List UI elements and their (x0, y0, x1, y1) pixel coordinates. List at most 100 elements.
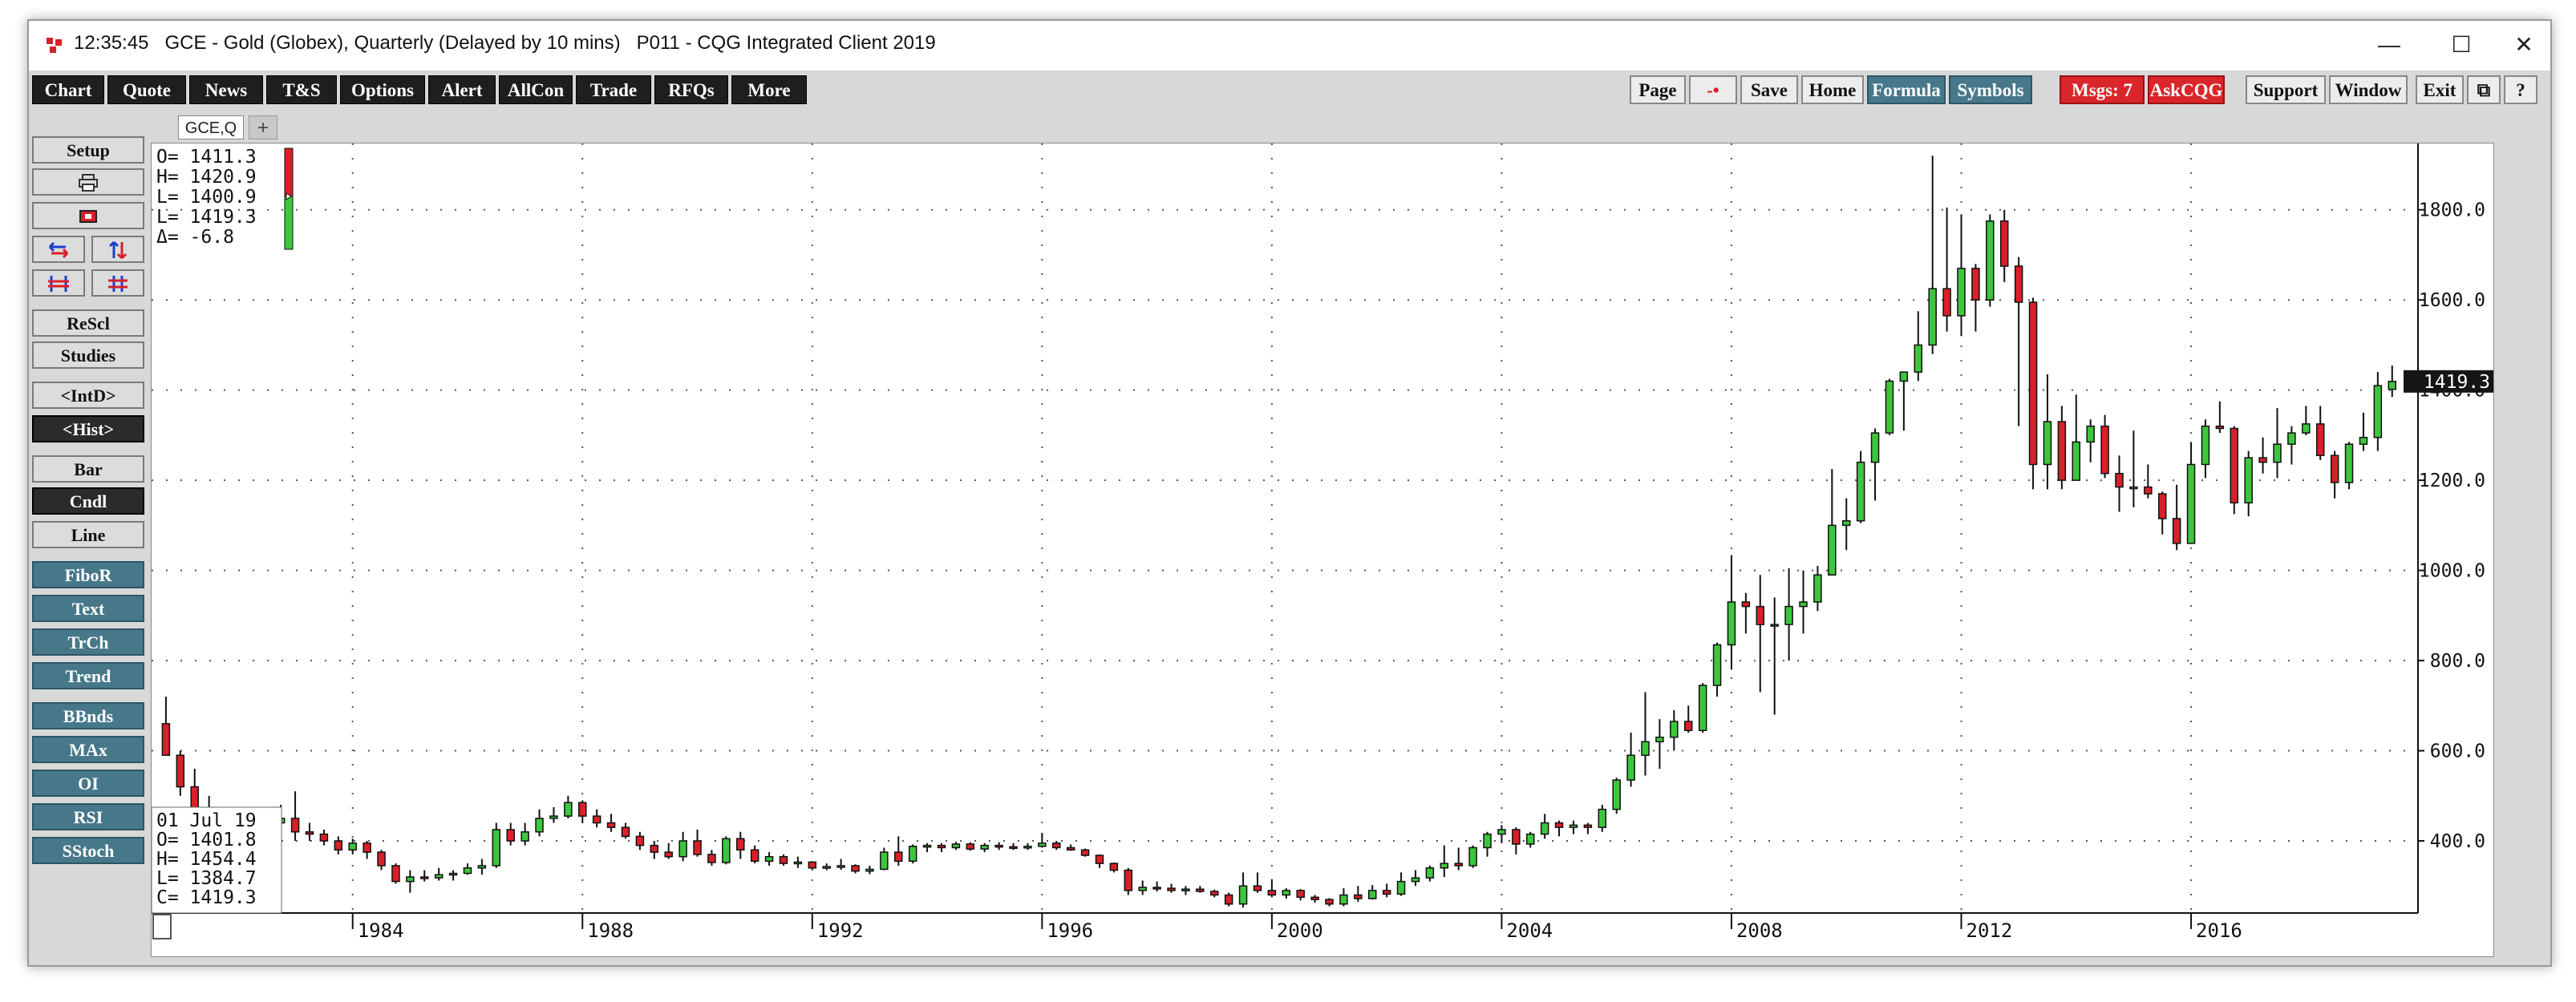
candle (1497, 825, 1506, 843)
chart-area[interactable]: 400.0600.0800.01000.01200.01400.01600.01… (151, 143, 2494, 957)
candlestick-chart[interactable]: 400.0600.0800.01000.01200.01400.01600.01… (151, 143, 2493, 956)
scroll-horizontal-button[interactable] (32, 236, 85, 263)
minimize-button[interactable]: — (2378, 32, 2400, 57)
window-button[interactable]: Window (2329, 75, 2408, 104)
x-tick-label: 1996 (1047, 919, 1093, 942)
page-nav-button[interactable]: -• (1689, 75, 1737, 104)
y-tick-label: 1600.0 (2419, 290, 2485, 311)
rsi-button[interactable]: RSI (32, 803, 144, 830)
menu-alert-button[interactable]: Alert (428, 75, 496, 104)
candle-body (1181, 888, 1190, 891)
candle (1396, 872, 1406, 896)
page-button[interactable]: Page (1630, 75, 1686, 104)
zoom-vertical-button[interactable] (91, 269, 144, 297)
candle-body (1856, 461, 1865, 522)
intraday-button[interactable]: <IntD> (32, 382, 144, 409)
studies-button[interactable]: Studies (32, 341, 144, 369)
candle-body (2330, 455, 2339, 483)
candle (1253, 872, 1262, 893)
historical-button[interactable]: <Hist> (32, 415, 144, 442)
candle (2157, 491, 2167, 535)
x-tick-label: 1984 (358, 919, 404, 942)
candle (1454, 847, 1463, 871)
open-interest-button[interactable]: OI (32, 770, 144, 797)
print-button[interactable] (32, 168, 144, 196)
trend-channel-button[interactable]: TrCh (32, 628, 144, 656)
text-tool-button[interactable]: Text (32, 595, 144, 622)
quote-low: L= 1400.9 (156, 187, 257, 208)
candle-body (1870, 432, 1880, 463)
askcqg-button[interactable]: AskCQG (2148, 75, 2225, 104)
setup-button[interactable]: Setup (32, 136, 144, 164)
tab-gce-q[interactable]: GCE,Q (178, 115, 244, 139)
candle-body (1698, 685, 1707, 731)
zoom-horizontal-icon (48, 276, 69, 292)
restore-icon[interactable]: ⧉ (2467, 75, 2501, 104)
zoom-horizontal-button[interactable] (32, 269, 85, 297)
slow-stochastic-button[interactable]: SStoch (32, 837, 144, 864)
menu-options-button[interactable]: Options (340, 75, 425, 104)
support-button[interactable]: Support (2246, 75, 2326, 104)
scroll-vertical-button[interactable] (91, 236, 144, 263)
formula-button[interactable]: Formula (1867, 75, 1946, 104)
candle-body (406, 876, 415, 883)
home-button[interactable]: Home (1801, 75, 1864, 104)
app-window: 12:35:45 GCE - Gold (Globex), Quarterly … (27, 19, 2552, 967)
menu-quote-button[interactable]: Quote (107, 75, 186, 104)
candle (793, 856, 803, 868)
candle (951, 842, 961, 850)
candle (434, 867, 444, 881)
candle-body (836, 865, 845, 868)
candle-body (1325, 899, 1334, 905)
candle-body (1540, 822, 1549, 835)
title-bar[interactable]: 12:35:45 GCE - Gold (Globex), Quarterly … (29, 21, 2550, 71)
menu-rfqs-button[interactable]: RFQs (654, 75, 728, 104)
last-price-tag: 1419.3 (2404, 370, 2493, 393)
help-button[interactable]: ? (2504, 75, 2538, 104)
save-button[interactable]: Save (1740, 75, 1798, 104)
menu-news-button[interactable]: News (189, 75, 263, 104)
candle-body (564, 802, 573, 817)
trend-line-button[interactable]: Trend (32, 662, 144, 689)
exit-button[interactable]: Exit (2416, 75, 2464, 104)
y-tick-label: 400.0 (2430, 831, 2485, 852)
menu-allcon-button[interactable]: AllCon (499, 75, 573, 104)
eraser-button[interactable] (32, 202, 144, 229)
candle (1799, 570, 1808, 634)
candle-body (2201, 425, 2210, 466)
candle (1626, 733, 1635, 787)
candle-body (176, 754, 185, 788)
maximize-button[interactable]: ☐ (2451, 32, 2472, 57)
messages-button[interactable]: Msgs: 7 (2060, 75, 2145, 104)
bollinger-bands-button[interactable]: BBnds (32, 702, 144, 729)
add-tab-button[interactable]: + (249, 115, 277, 139)
bar-chart-button[interactable]: Bar (32, 455, 144, 483)
menu-chart-button[interactable]: Chart (32, 75, 104, 104)
menu-trade-button[interactable]: Trade (576, 75, 651, 104)
rescale-button[interactable]: ReScl (32, 309, 144, 337)
candle (1181, 886, 1190, 895)
menu-more-button[interactable]: More (731, 75, 807, 104)
time-scroll-handle[interactable] (152, 914, 172, 939)
moving-average-button[interactable]: MAx (32, 736, 144, 763)
candle-body (2258, 457, 2267, 463)
symbols-button[interactable]: Symbols (1949, 75, 2032, 104)
candle (678, 831, 687, 862)
candle (1583, 822, 1593, 834)
line-chart-button[interactable]: Line (32, 521, 144, 548)
candle-chart-button[interactable]: Cndl (32, 487, 144, 515)
candle-body (722, 838, 731, 863)
candle-body (2287, 432, 2296, 445)
candle (808, 861, 817, 871)
candle-body (448, 872, 458, 876)
candle (2359, 412, 2368, 451)
candle-body (2244, 457, 2253, 504)
fibor-button[interactable]: FiboR (32, 561, 144, 588)
close-button[interactable]: ✕ (2514, 32, 2533, 57)
candle-body (1626, 754, 1635, 781)
candle-body (477, 865, 487, 869)
menu-ts-button[interactable]: T&S (266, 75, 337, 104)
candle (1914, 311, 1923, 382)
candle-body (1612, 779, 1621, 810)
candle (1138, 880, 1147, 895)
